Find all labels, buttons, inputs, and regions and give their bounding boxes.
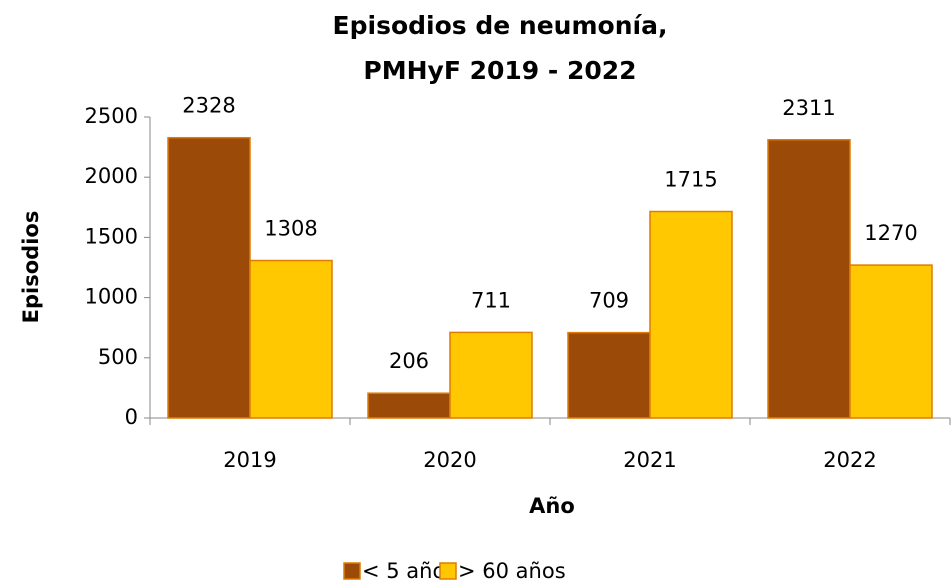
bar	[249, 259, 333, 419]
value-label: 2328	[182, 94, 235, 118]
value-label: 1270	[864, 221, 917, 245]
y-tick-label: 0	[125, 405, 138, 429]
legend-swatch	[439, 562, 457, 580]
y-tick-label: 1000	[85, 285, 138, 309]
value-label: 2311	[782, 96, 835, 120]
value-label: 1715	[664, 168, 717, 192]
bar	[367, 392, 451, 419]
y-axis-title: Episodios	[19, 211, 43, 324]
bar	[849, 264, 933, 419]
y-tick-label: 500	[98, 345, 138, 369]
chart-title: PMHyF 2019 - 2022	[363, 56, 636, 85]
value-label: 1308	[264, 217, 317, 241]
value-label: 206	[389, 349, 429, 373]
y-tick-label: 2500	[85, 104, 138, 128]
x-tick-label: 2022	[823, 448, 876, 472]
x-tick-label: 2019	[223, 448, 276, 472]
x-tick-label: 2020	[423, 448, 476, 472]
y-tick-label: 2000	[85, 164, 138, 188]
chart-title: Episodios de neumonía,	[333, 11, 668, 40]
legend-swatch	[343, 562, 361, 580]
y-tick-label: 1500	[85, 224, 138, 248]
legend-label: > 60 años	[458, 559, 566, 583]
bar	[767, 139, 851, 419]
value-label: 711	[471, 288, 511, 312]
value-label: 709	[589, 289, 629, 313]
bar	[167, 136, 251, 419]
bar	[449, 331, 533, 419]
bar	[649, 210, 733, 419]
x-axis-title: Año	[529, 494, 575, 518]
bar	[567, 331, 651, 419]
x-tick-label: 2021	[623, 448, 676, 472]
